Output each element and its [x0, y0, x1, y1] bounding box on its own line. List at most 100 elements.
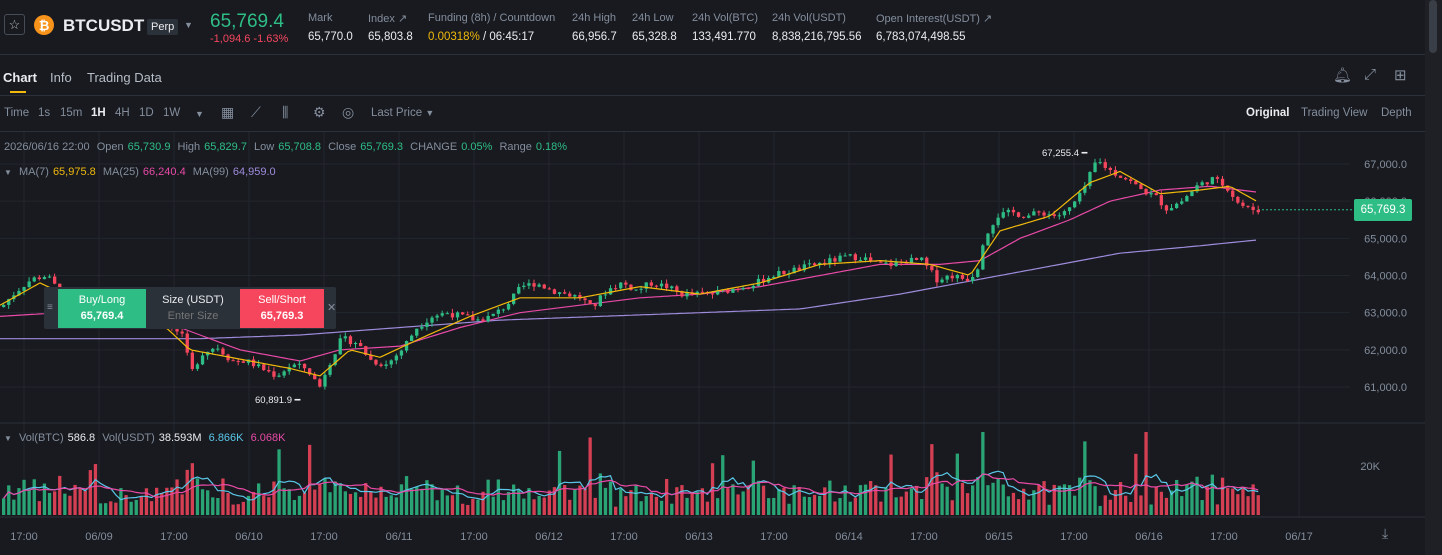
- tab-trading-data[interactable]: Trading Data: [87, 70, 162, 85]
- time-tick-label: 06/10: [235, 531, 263, 543]
- volume-bar: [308, 444, 312, 515]
- interval-1s[interactable]: 1s: [38, 107, 51, 119]
- volume-bar: [318, 484, 322, 515]
- view-original[interactable]: Original: [1246, 107, 1290, 119]
- interval-1h[interactable]: 1H: [91, 107, 106, 119]
- volume-bar: [1246, 496, 1250, 515]
- candle-body: [384, 364, 388, 366]
- draw-tool-icon[interactable]: ◎: [342, 104, 355, 120]
- volume-bar: [1231, 488, 1235, 515]
- interval-dropdown-icon[interactable]: ▼: [195, 109, 204, 119]
- grid-layout-icon[interactable]: ⊞: [1394, 67, 1407, 84]
- interval-15m[interactable]: 15m: [60, 107, 83, 119]
- symbol-name[interactable]: BTCUSDT: [63, 16, 145, 35]
- volume-bar: [221, 478, 225, 515]
- price-type-select[interactable]: Last Price ▼: [371, 107, 434, 119]
- volume-bar: [343, 491, 347, 515]
- candle-body: [1057, 215, 1061, 217]
- tab-info[interactable]: Info: [50, 70, 72, 85]
- legend-ma-dropdown-icon[interactable]: ▼: [4, 168, 12, 177]
- volume-bar: [124, 495, 128, 515]
- candle-body: [466, 314, 470, 316]
- vol-ma1: 6.866K: [208, 432, 244, 444]
- stat-label-mark: Mark: [308, 12, 333, 24]
- candle-body: [1067, 207, 1072, 212]
- volume-bar: [1144, 432, 1148, 515]
- bell-icon[interactable]: 🔔︎: [1333, 67, 1353, 84]
- volume-bar: [828, 480, 832, 515]
- page-scrollbar[interactable]: [1425, 0, 1442, 555]
- volume-bar: [1164, 497, 1169, 515]
- volume-bar: [925, 477, 929, 515]
- calendar-icon[interactable]: ▦: [221, 104, 235, 120]
- volume-bar: [797, 486, 801, 515]
- candle-body: [338, 338, 342, 355]
- volume-bar: [471, 498, 475, 515]
- stat-label-24h-high: 24h High: [572, 12, 617, 24]
- candle-body: [42, 277, 47, 280]
- legend-high: 65,829.7: [204, 141, 247, 153]
- expand-icon[interactable]: ⤢: [1364, 66, 1377, 83]
- view-depth[interactable]: Depth: [1381, 107, 1412, 119]
- volume-bar: [466, 504, 470, 515]
- candle-body: [1134, 180, 1138, 185]
- volume-bar: [1175, 479, 1179, 515]
- candle-body: [1220, 178, 1225, 186]
- candle-body: [328, 365, 332, 375]
- vol-dropdown-icon[interactable]: ▼: [4, 434, 12, 443]
- candle-body: [563, 292, 567, 294]
- candle-body: [680, 291, 684, 297]
- volume-bar: [726, 488, 730, 515]
- candle-body: [1246, 205, 1250, 207]
- drag-handle-icon[interactable]: ≡: [47, 302, 53, 313]
- candle-body: [1062, 211, 1067, 216]
- tab-chart[interactable]: Chart: [3, 70, 37, 85]
- candle-body: [1001, 212, 1005, 218]
- price-chart[interactable]: 67,000.066,000.065,000.064,000.063,000.0…: [0, 132, 1425, 555]
- volume-bar: [37, 501, 41, 515]
- legend-ma25-label: MA(25): [102, 166, 139, 178]
- candle-body: [53, 276, 57, 284]
- candle-body: [1022, 216, 1026, 218]
- volume-bar: [1098, 505, 1102, 515]
- candle-body: [736, 288, 740, 290]
- candle-body: [710, 293, 715, 295]
- volume-bar: [134, 499, 138, 515]
- candle-body: [374, 359, 378, 365]
- close-icon[interactable]: ✕: [327, 302, 337, 314]
- interval-time[interactable]: Time: [4, 107, 30, 119]
- scroll-to-end-icon[interactable]: ⤓: [1382, 525, 1389, 541]
- volume-bar: [476, 499, 480, 515]
- view-trading-view[interactable]: Trading View: [1301, 107, 1368, 119]
- volume-bar: [257, 483, 261, 515]
- candle-body: [506, 303, 511, 310]
- candle-body: [323, 374, 327, 387]
- stat-value-24h-vol-usdt: 8,838,216,795.56: [772, 31, 862, 43]
- interval-4h[interactable]: 4H: [115, 107, 130, 119]
- candle-type-icon[interactable]: ⫼: [282, 104, 289, 120]
- legend-low-label: Low: [254, 141, 275, 153]
- interval-1w[interactable]: 1W: [163, 107, 181, 119]
- stat-label-open-interest[interactable]: Open Interest(USDT) ↗: [876, 13, 993, 25]
- scrollbar-thumb[interactable]: [1429, 0, 1437, 53]
- candle-body: [236, 360, 240, 362]
- favorite-star-icon[interactable]: ☆: [4, 14, 25, 35]
- volume-bar: [741, 491, 745, 515]
- buy-long-button[interactable]: Buy/Long 65,769.4: [58, 289, 146, 328]
- stat-label-index[interactable]: Index ↗: [368, 13, 408, 25]
- sell-short-button[interactable]: Sell/Short 65,769.3: [240, 289, 324, 328]
- interval-1d[interactable]: 1D: [139, 107, 154, 119]
- candle-body: [27, 281, 31, 288]
- candle-body: [445, 313, 449, 315]
- ticker-header: ☆ ₿ BTCUSDT Perp ▼ 65,769.4 -1,094.6 -1.…: [0, 0, 1442, 55]
- settings-icon[interactable]: ⚙: [313, 104, 326, 120]
- volume-bar: [1088, 480, 1092, 515]
- volume-bar: [241, 501, 245, 515]
- symbol-dropdown-icon[interactable]: ▼: [184, 20, 193, 30]
- sell-price: 65,769.3: [260, 310, 304, 322]
- size-input[interactable]: [150, 310, 236, 322]
- volume-bar: [374, 497, 378, 515]
- indicator-icon[interactable]: ⟋: [251, 104, 261, 120]
- volume-bar: [323, 478, 327, 515]
- vol-btc: 586.8: [67, 432, 96, 444]
